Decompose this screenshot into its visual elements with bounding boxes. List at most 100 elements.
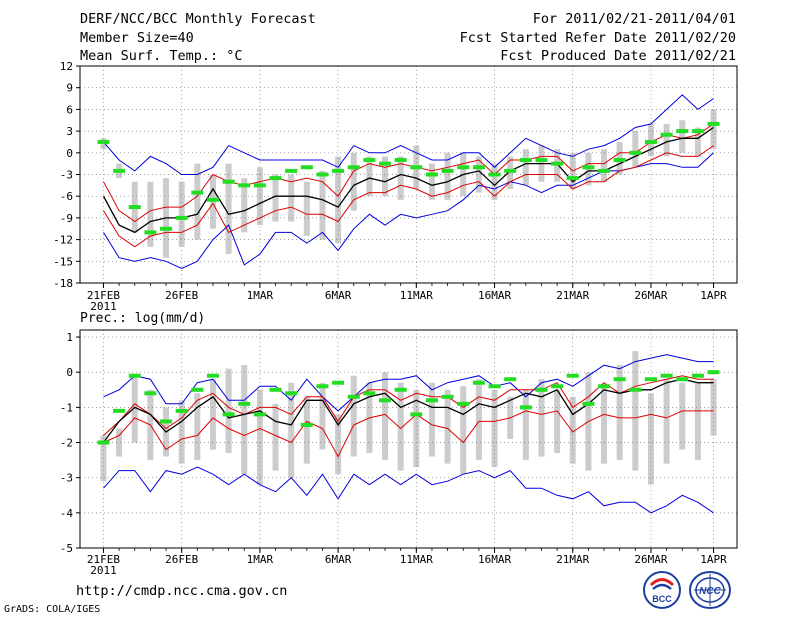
observed-mark (472, 380, 485, 385)
y-tick-label: -6 (60, 190, 73, 203)
x-year-label: 2011 (90, 300, 117, 313)
observed-mark (613, 377, 626, 382)
observed-mark (97, 139, 110, 144)
observed-mark (582, 165, 595, 170)
ensemble-box (679, 382, 686, 450)
observed-mark (285, 391, 298, 396)
x-tick-label: 26MAR (634, 553, 667, 566)
y-tick-label: -4 (60, 507, 74, 520)
observed-mark (644, 377, 657, 382)
observed-mark (441, 168, 454, 173)
bcc-logo-text: BCC (652, 594, 672, 604)
observed-mark (347, 394, 360, 399)
ensemble-box (147, 181, 154, 247)
observed-mark (300, 422, 313, 427)
observed-mark (191, 387, 204, 392)
observed-mark (222, 412, 235, 417)
x-tick-label: 21FEB (87, 553, 120, 566)
ensemble-box (288, 382, 295, 478)
ensemble-box (131, 375, 138, 443)
ensemble-box (601, 386, 608, 464)
ensemble-box (225, 163, 232, 255)
observed-mark (425, 172, 438, 177)
y-tick-label: 0 (66, 147, 73, 160)
observed-mark (598, 384, 611, 389)
fcst-started: Fcst Started Refer Date 2011/02/20 (459, 30, 736, 46)
chart-title: DERF/NCC/BCC Monthly Forecast (80, 11, 316, 27)
ensemble-box (601, 149, 608, 182)
ncc-logo-text: NCC (699, 586, 721, 597)
observed-mark (660, 132, 673, 137)
ensemble-box (491, 389, 498, 468)
x-tick-label: 26FEB (165, 553, 198, 566)
footer-url[interactable]: http://cmdp.ncc.cma.gov.cn (76, 583, 288, 599)
ensemble-box (303, 396, 310, 464)
observed-mark (316, 384, 329, 389)
observed-mark (347, 165, 360, 170)
observed-mark (410, 412, 423, 417)
ensemble-box (303, 181, 310, 236)
observed-mark (206, 197, 219, 202)
ensemble-box (256, 389, 263, 485)
observed-mark (551, 161, 564, 166)
ensemble-box (444, 389, 451, 464)
ensemble-box (663, 123, 670, 157)
ensemble-box (116, 428, 123, 457)
x-tick-label: 21MAR (556, 289, 589, 302)
x-tick-label: 1MAR (247, 289, 274, 302)
observed-mark (363, 158, 376, 163)
series-line-min (103, 466, 714, 514)
ensemble-box (366, 156, 373, 197)
observed-mark (238, 183, 251, 188)
ensemble-box (428, 382, 435, 457)
y-tick-label: 6 (66, 103, 73, 116)
ensemble-box (397, 156, 404, 200)
observed-mark (175, 408, 188, 413)
ensemble-box (350, 375, 357, 457)
ensemble-box (538, 379, 545, 457)
ensemble-box (475, 156, 482, 193)
y-tick-label: -18 (53, 277, 73, 290)
ensemble-box (288, 174, 295, 222)
grads-credit: GrADS: COLA/IGES (4, 604, 101, 615)
y-tick-label: 12 (60, 60, 73, 73)
observed-mark (175, 215, 188, 220)
x-tick-label: 11MAR (400, 289, 433, 302)
observed-mark (504, 377, 517, 382)
member-size: Member Size=40 (80, 30, 194, 46)
observed-mark (410, 165, 423, 170)
observed-mark (128, 373, 141, 378)
ensemble-box (460, 386, 467, 475)
observed-mark (488, 172, 501, 177)
ensemble-box (554, 389, 561, 454)
observed-mark (332, 380, 345, 385)
observed-mark (253, 412, 266, 417)
ensemble-box (632, 131, 639, 168)
y-tick-label: -3 (60, 472, 73, 485)
y-tick-label: -5 (60, 542, 73, 555)
observed-mark (691, 373, 704, 378)
x-tick-label: 6MAR (325, 289, 352, 302)
ensemble-box (491, 163, 498, 200)
x-tick-label: 1APR (700, 289, 727, 302)
observed-mark (206, 373, 219, 378)
observed-mark (504, 168, 517, 173)
series-line-upper (103, 375, 714, 436)
ensemble-box (382, 372, 389, 461)
x-tick-label: 1APR (700, 553, 727, 566)
x-tick-label: 11MAR (400, 553, 433, 566)
observed-mark (598, 168, 611, 173)
ensemble-box (522, 149, 529, 186)
ensemble-box (710, 379, 717, 436)
series-line-upper (103, 123, 714, 223)
observed-mark (519, 158, 532, 163)
series-line-mean (102, 378, 714, 443)
observed-mark (394, 158, 407, 163)
ensemble-box (241, 178, 248, 233)
y-tick-label: 3 (66, 125, 73, 138)
plot-frame (79, 329, 738, 549)
observed-mark (144, 391, 157, 396)
x-tick-label: 6MAR (325, 553, 352, 566)
variable-label: Mean Surf. Temp.: °C (80, 48, 243, 64)
